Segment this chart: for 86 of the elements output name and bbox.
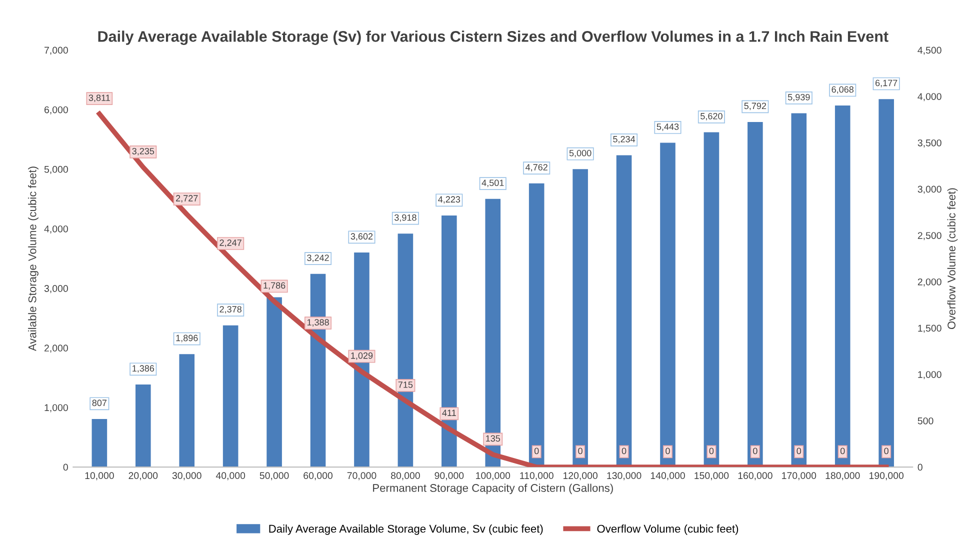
bar	[266, 297, 282, 468]
x-tick-label: 80,000	[391, 472, 420, 480]
bar	[135, 384, 151, 468]
data-label: 1,786	[264, 282, 286, 290]
data-label: 3,235	[132, 148, 154, 156]
data-label: 3,242	[307, 254, 329, 262]
data-label: 5,443	[656, 124, 679, 131]
data-label: 6,068	[832, 86, 854, 94]
x-axis-title: Permanent Storage Capacity of Cistern (Gallons)	[373, 484, 613, 494]
data-label: 0	[884, 448, 888, 454]
y-tick-label: 4,000	[44, 225, 68, 234]
data-label: 0	[709, 448, 714, 454]
x-tick-label: 140,000	[650, 472, 685, 480]
y2-tick-label: 500	[918, 417, 934, 424]
chart-title: Daily Average Available Storage (Sv) for Various Cistern Sizes and Overflow Volumes in a 1.7 Inch Rain Event	[98, 30, 888, 45]
legend-label: Overflow Volume (cubic feet)	[597, 524, 738, 535]
data-label: 5,000	[569, 150, 592, 158]
y2-tick-label: 2,500	[918, 232, 942, 240]
legend-label: Daily Average Available Storage Volume, Sv (cubic feet)	[269, 524, 543, 535]
y2-tick-label: 4,000	[918, 93, 942, 102]
x-tick-label: 120,000	[563, 472, 598, 480]
data-label: 807	[92, 400, 107, 406]
x-tick-label: 180,000	[826, 472, 860, 480]
y-tick-label: 5,000	[44, 166, 68, 174]
x-tick-label: 50,000	[260, 472, 289, 480]
y2-axis-title: Overflow Volume (cubic feet)	[947, 188, 958, 330]
x-tick-label: 10,000	[85, 472, 114, 480]
data-label: 1,388	[307, 319, 329, 327]
data-label: 6,177	[875, 80, 898, 88]
data-label: 2,247	[220, 240, 242, 247]
data-label: 2,378	[220, 306, 242, 314]
data-label: 0	[666, 448, 670, 454]
data-label: 1,386	[132, 365, 154, 373]
data-label: 2,727	[176, 195, 198, 203]
data-label: 5,620	[700, 112, 722, 120]
data-label: 715	[398, 382, 413, 388]
data-label: 0	[534, 448, 539, 454]
x-tick-label: 100,000	[476, 472, 510, 480]
bar	[179, 354, 195, 468]
y-axis-title: Available Storage Volume (cubic feet)	[28, 166, 38, 352]
x-tick-label: 90,000	[434, 472, 464, 480]
data-label: 0	[753, 448, 758, 454]
x-tick-label: 30,000	[172, 472, 202, 480]
y-tick-label: 6,000	[44, 106, 68, 114]
data-label: 3,811	[88, 94, 110, 102]
data-label: 4,762	[526, 164, 548, 172]
data-label: 1,029	[351, 352, 373, 360]
bar	[92, 418, 108, 468]
data-label: 4,223	[438, 196, 460, 204]
data-label: 135	[486, 435, 500, 442]
x-tick-label: 20,000	[128, 472, 158, 480]
y-tick-label: 3,000	[44, 285, 68, 294]
y2-tick-label: 3,000	[918, 186, 942, 194]
y2-tick-label: 1,500	[918, 324, 942, 333]
bar	[878, 99, 894, 468]
y-tick-label: 1,000	[44, 404, 68, 412]
data-label: 0	[796, 448, 802, 454]
x-tick-label: 110,000	[520, 472, 554, 480]
x-tick-label: 130,000	[607, 472, 642, 480]
bar	[222, 325, 238, 468]
data-label: 5,792	[744, 102, 766, 110]
data-label: 5,939	[788, 94, 810, 102]
data-label: 3,918	[394, 214, 416, 222]
y2-tick-label: 4,500	[918, 46, 942, 55]
data-label: 4,501	[482, 180, 504, 188]
x-tick-label: 160,000	[738, 472, 772, 480]
data-label: 0	[578, 448, 582, 454]
y-tick-label: 2,000	[44, 344, 68, 353]
data-label: 0	[622, 448, 626, 454]
x-tick-label: 190,000	[870, 472, 904, 480]
y2-tick-label: 1,000	[918, 371, 942, 380]
x-tick-label: 40,000	[216, 472, 246, 480]
y2-tick-label: 0	[918, 464, 922, 471]
data-label: 1,896	[176, 334, 198, 342]
y2-tick-label: 3,500	[918, 139, 942, 148]
data-label: 0	[840, 448, 845, 454]
data-label: 5,234	[613, 136, 636, 144]
data-label: 411	[442, 410, 456, 416]
data-label: 3,602	[350, 233, 373, 241]
x-tick-label: 70,000	[347, 472, 376, 480]
y2-tick-label: 2,000	[918, 278, 942, 286]
y-tick-label: 0	[63, 464, 68, 471]
x-tick-label: 60,000	[304, 472, 333, 480]
y-tick-label: 7,000	[44, 46, 68, 55]
x-tick-label: 170,000	[782, 472, 816, 480]
x-tick-label: 150,000	[694, 472, 729, 480]
